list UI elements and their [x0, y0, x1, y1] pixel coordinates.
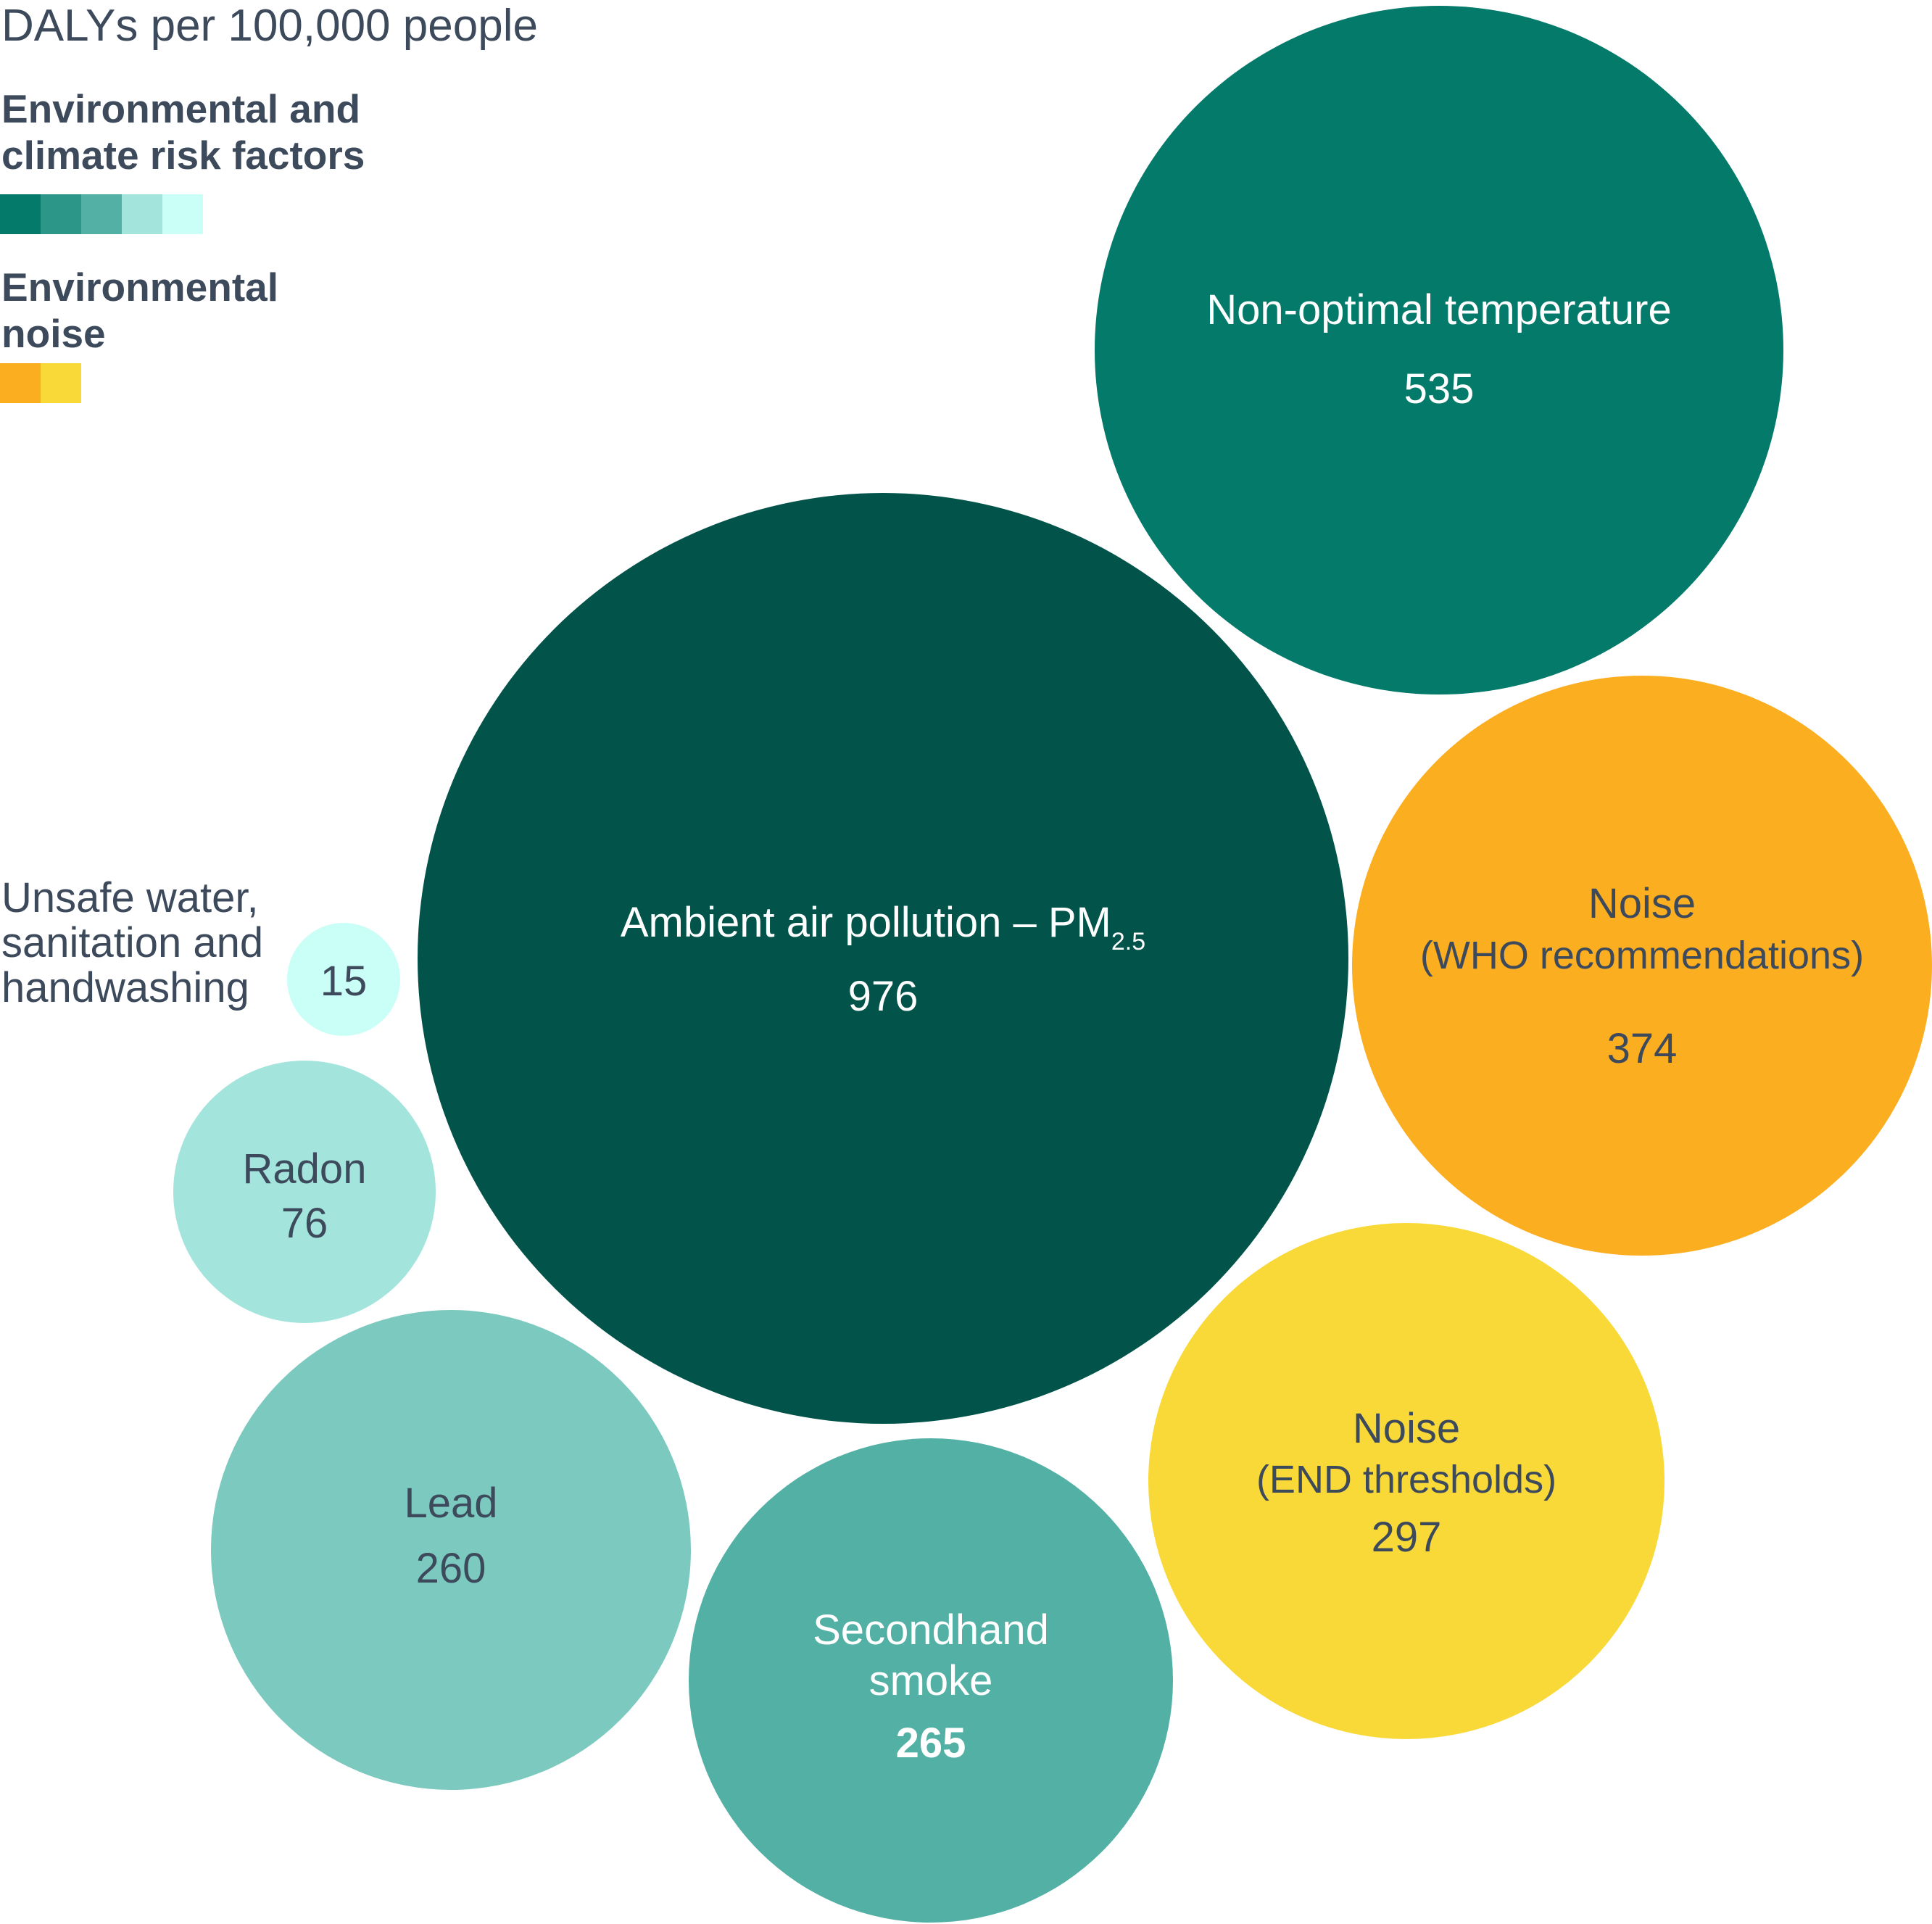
noise-who-recommendations-bubble-circle: [1352, 676, 1932, 1256]
legend-title-noise-line-1: Environmental: [1, 265, 279, 310]
ambient-air-pollution-pm-bubble-value: 976: [848, 973, 919, 1020]
radon-bubble-label: Radon: [243, 1145, 367, 1193]
noise-end-thresholds-bubble-label: Noise: [1353, 1405, 1460, 1452]
legend-title-climate-line-2: climate risk factors: [1, 133, 365, 178]
non-optimal-temperature-bubble: Non-optimal temperature 535: [1095, 6, 1783, 694]
unsafe-water-sanitation-and-handwashing-bubble: 15: [287, 923, 400, 1036]
unsafe-water-label-line-3: handwashing: [1, 964, 249, 1011]
ambient-air-pollution-pm-bubble-circle: [418, 493, 1348, 1424]
noise-who-recommendations-bubble-label: Noise: [1588, 880, 1696, 927]
legend-swatch-1-0: [0, 363, 41, 403]
legend-title-noise-line-2: noise: [1, 311, 106, 356]
lead-bubble: Lead 260: [211, 1310, 691, 1790]
lead-bubble-label: Lead: [404, 1480, 497, 1527]
noise-who-recommendations-bubble-value: 374: [1607, 1025, 1678, 1072]
legend-swatch-0-3: [122, 194, 162, 234]
secondhand-smoke-bubble-label-2: smoke: [869, 1657, 993, 1704]
non-optimal-temperature-bubble-label: Non-optimal temperature: [1206, 286, 1672, 333]
legend-title-climate: Environmental and climate risk factors: [1, 86, 365, 178]
legend-swatch-0-2: [81, 194, 122, 234]
radon-bubble-value: 76: [281, 1200, 328, 1247]
legend-title-noise: Environmental noise: [1, 264, 278, 357]
secondhand-smoke-bubble-circle: [689, 1438, 1173, 1923]
legend-swatch-0-1: [41, 194, 81, 234]
legend-swatch-1-1: [41, 363, 81, 403]
non-optimal-temperature-bubble-circle: [1095, 6, 1783, 694]
legend-swatch-0-0: [0, 194, 41, 234]
ambient-air-pollution-pm-bubble-subscript: 2.5: [1111, 928, 1145, 955]
radon-bubble: Radon 76: [173, 1061, 436, 1323]
unsafe-water-label-line-1: Unsafe water,: [1, 874, 259, 921]
noise-who-recommendations-bubble-label-2: (WHO recommendations): [1420, 934, 1864, 977]
unsafe-water-label: Unsafe water, sanitation and handwashing: [1, 876, 263, 1011]
legend-title-climate-line-1: Environmental and: [1, 86, 361, 131]
lead-bubble-circle: [211, 1310, 691, 1790]
noise-end-thresholds-bubble: Noise (END thresholds) 297: [1148, 1223, 1664, 1739]
noise-who-recommendations-bubble: Noise (WHO recommendations) 374: [1352, 676, 1932, 1256]
unsafe-water-sanitation-and-handwashing-bubble-circle: [287, 923, 400, 1036]
noise-end-thresholds-bubble-value: 297: [1372, 1514, 1442, 1561]
noise-end-thresholds-bubble-label-2: (END thresholds): [1256, 1458, 1556, 1501]
secondhand-smoke-bubble-value: 265: [896, 1720, 966, 1767]
secondhand-smoke-bubble-label: Secondhand: [813, 1606, 1049, 1654]
legend-swatches-climate: [0, 194, 203, 234]
legend-swatches-noise: [0, 363, 81, 403]
noise-end-thresholds-bubble-circle: [1148, 1223, 1664, 1739]
unsafe-water-label-line-2: sanitation and: [1, 919, 264, 966]
unit-label: DALYs per 100,000 people: [1, 1, 538, 51]
legend-swatch-0-4: [162, 194, 203, 234]
unsafe-water-sanitation-and-handwashing-bubble-value: 15: [320, 958, 368, 1005]
lead-bubble-value: 260: [416, 1545, 486, 1592]
radon-bubble-circle: [173, 1061, 436, 1323]
non-optimal-temperature-bubble-value: 535: [1404, 365, 1475, 412]
